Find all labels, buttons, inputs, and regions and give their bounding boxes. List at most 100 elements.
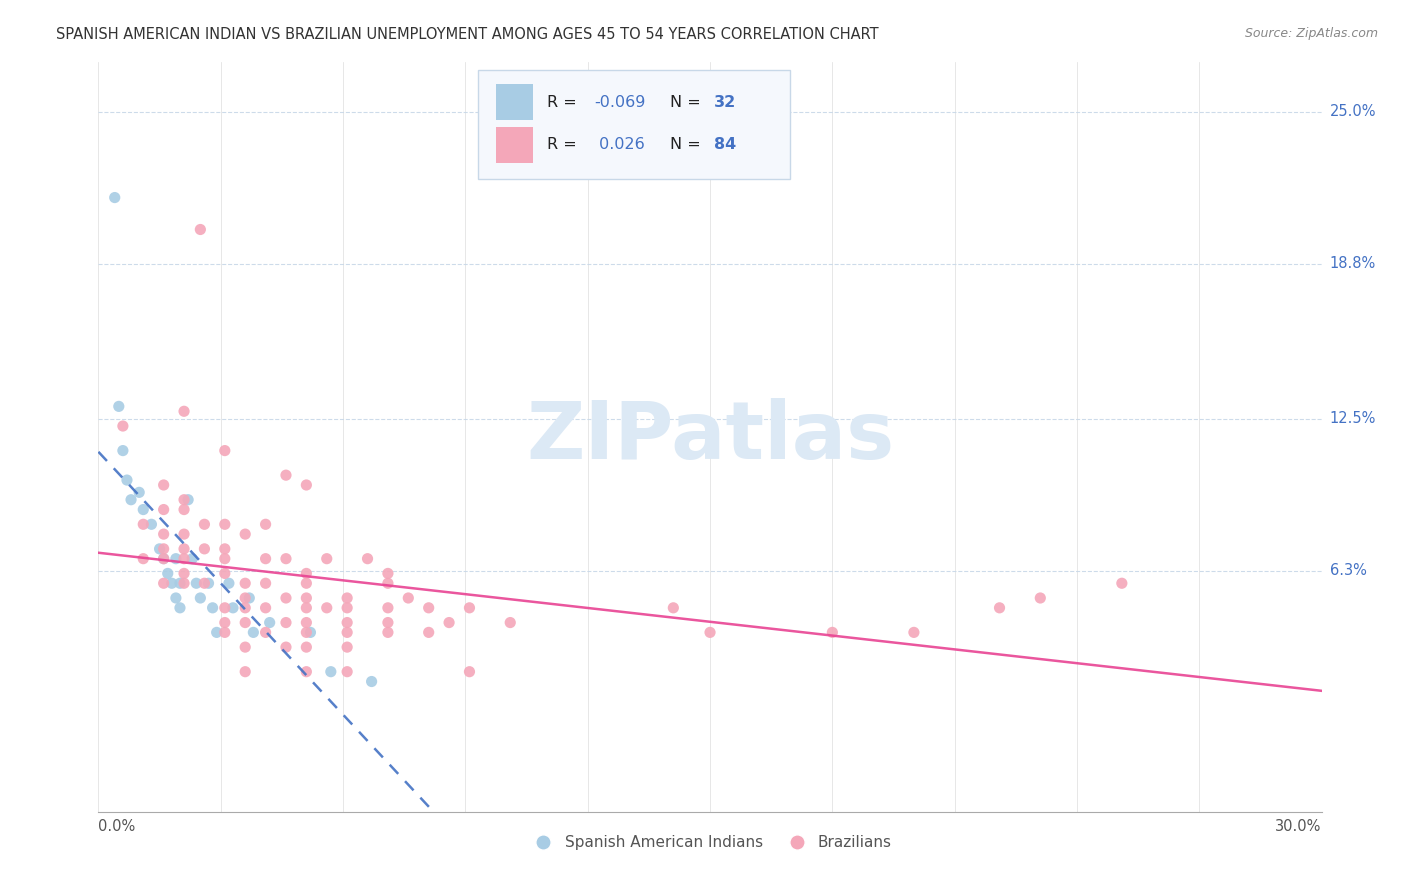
Point <box>169 576 191 591</box>
Point <box>165 591 187 605</box>
Point <box>254 551 277 566</box>
Point <box>188 591 212 605</box>
Point <box>319 665 342 679</box>
Point <box>254 576 277 591</box>
Point <box>295 566 318 581</box>
Point <box>233 640 256 654</box>
Point <box>120 492 142 507</box>
Point <box>173 576 195 591</box>
Point <box>336 640 359 654</box>
Point <box>160 576 183 591</box>
FancyBboxPatch shape <box>478 70 790 178</box>
Point <box>177 492 200 507</box>
Text: 6.3%: 6.3% <box>1330 564 1367 579</box>
Point <box>173 566 195 581</box>
Point <box>152 576 174 591</box>
Point <box>377 625 399 640</box>
Point <box>173 541 195 556</box>
Text: 32: 32 <box>714 95 735 110</box>
Point <box>173 492 195 507</box>
Point <box>173 527 195 541</box>
Text: N =: N = <box>669 95 706 110</box>
Point <box>821 625 844 640</box>
Point <box>274 468 297 483</box>
Point <box>214 517 236 532</box>
Point <box>295 625 318 640</box>
Point <box>152 478 174 492</box>
Point <box>193 576 215 591</box>
Text: 0.0%: 0.0% <box>98 819 135 834</box>
Point <box>437 615 460 630</box>
Point <box>377 576 399 591</box>
Point <box>233 665 256 679</box>
Point <box>418 625 440 640</box>
Point <box>111 419 134 434</box>
Point <box>173 404 195 418</box>
Point <box>108 400 131 414</box>
Point <box>233 591 256 605</box>
Point <box>336 665 359 679</box>
Point <box>988 600 1011 615</box>
Legend: Spanish American Indians, Brazilians: Spanish American Indians, Brazilians <box>522 830 898 856</box>
Point <box>903 625 925 640</box>
Point <box>233 576 256 591</box>
Point <box>152 502 174 516</box>
Point <box>315 600 337 615</box>
Text: R =: R = <box>547 95 582 110</box>
Point <box>662 600 685 615</box>
Point <box>254 600 277 615</box>
Point <box>1029 591 1052 605</box>
Text: 30.0%: 30.0% <box>1275 819 1322 834</box>
Point <box>197 576 219 591</box>
Point <box>336 615 359 630</box>
Point <box>128 485 150 500</box>
Point <box>218 576 240 591</box>
Point <box>315 551 337 566</box>
Text: ZIPatlas: ZIPatlas <box>526 398 894 476</box>
Point <box>214 625 236 640</box>
Point <box>274 591 297 605</box>
Point <box>214 551 236 566</box>
FancyBboxPatch shape <box>496 127 533 163</box>
Point <box>165 551 187 566</box>
Point <box>205 625 228 640</box>
Point <box>699 625 721 640</box>
Point <box>193 541 215 556</box>
Point <box>152 541 174 556</box>
Point <box>274 551 297 566</box>
Point <box>152 527 174 541</box>
Text: R =: R = <box>547 137 582 153</box>
Point <box>254 517 277 532</box>
Text: -0.069: -0.069 <box>593 95 645 110</box>
Point <box>104 190 127 204</box>
Point <box>132 517 155 532</box>
Point <box>152 551 174 566</box>
Point <box>201 600 224 615</box>
Point <box>111 443 134 458</box>
Text: 84: 84 <box>714 137 735 153</box>
Point <box>238 591 260 605</box>
Point <box>193 517 215 532</box>
Point <box>132 551 155 566</box>
Point <box>499 615 522 630</box>
Point <box>360 674 382 689</box>
Text: Source: ZipAtlas.com: Source: ZipAtlas.com <box>1244 27 1378 40</box>
Point <box>274 615 297 630</box>
Text: N =: N = <box>669 137 706 153</box>
Point <box>336 625 359 640</box>
Point <box>222 600 245 615</box>
Point <box>233 600 256 615</box>
Point <box>149 541 172 556</box>
Point <box>132 502 155 516</box>
Point <box>299 625 322 640</box>
FancyBboxPatch shape <box>496 84 533 120</box>
Point <box>141 517 163 532</box>
Point <box>418 600 440 615</box>
Point <box>214 600 236 615</box>
Point <box>169 600 191 615</box>
Point <box>274 640 297 654</box>
Point <box>295 576 318 591</box>
Point <box>295 600 318 615</box>
Point <box>396 591 419 605</box>
Point <box>1111 576 1133 591</box>
